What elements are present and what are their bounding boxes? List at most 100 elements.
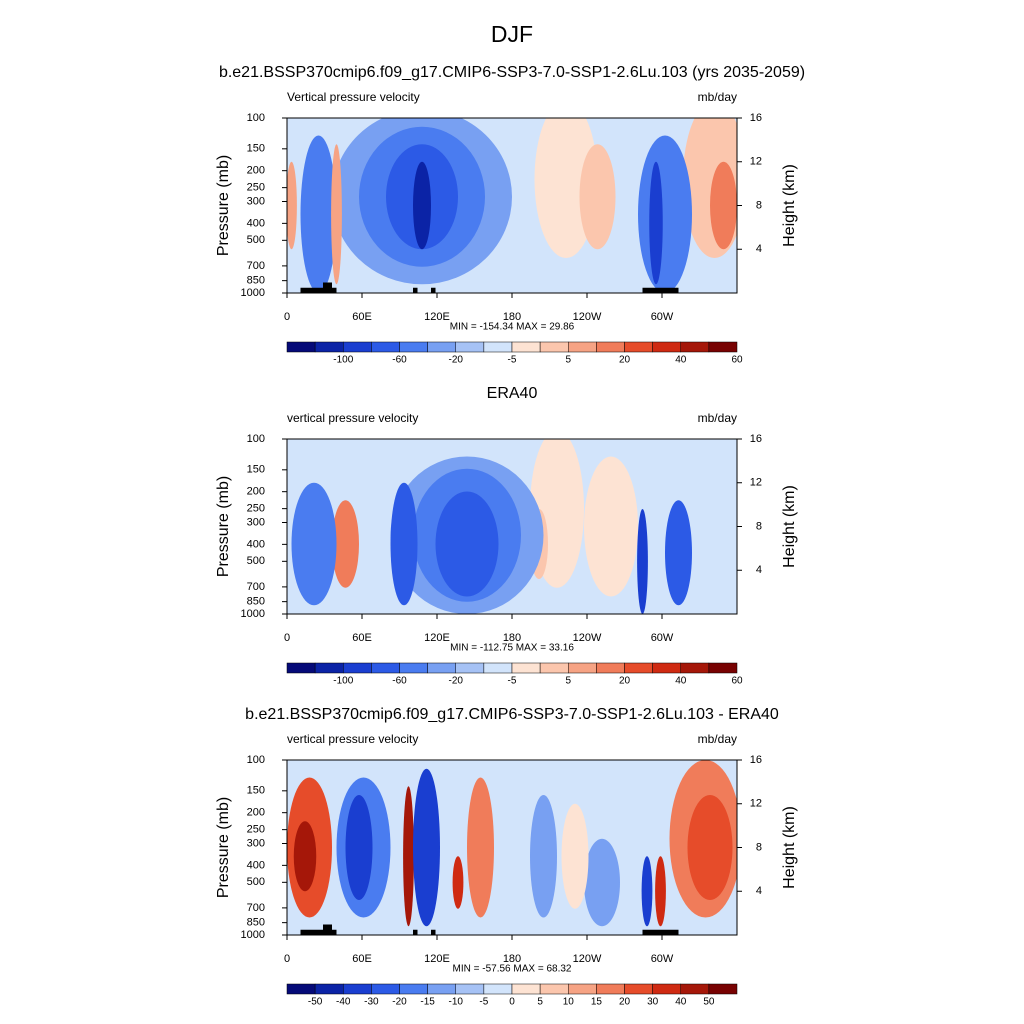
colorbar-box: [652, 983, 681, 995]
y-tick-label: 500: [247, 876, 265, 888]
contour-region: [293, 821, 317, 892]
y-tick-label: 700: [247, 581, 265, 593]
colorbar-box: [708, 662, 738, 674]
y-axis-label: Pressure (mb): [215, 476, 232, 577]
colorbar-box: [455, 341, 485, 353]
colorbar-box: [680, 341, 710, 353]
contour-region: [579, 144, 616, 250]
contour-region: [638, 135, 692, 293]
contour-region: [561, 803, 589, 909]
panel-title: b.e21.BSSP370cmip6.f09_g17.CMIP6-SSP3-7.…: [219, 64, 805, 81]
left-label: vertical pressure velocity: [287, 411, 418, 425]
x-tick-label: 180: [503, 311, 521, 323]
topography: [642, 929, 679, 935]
x-tick-label: 180: [503, 632, 521, 644]
colorbar-label: 5: [537, 997, 543, 1008]
contour-region: [584, 456, 638, 597]
contour-region: [710, 161, 737, 250]
right-label: mb/day: [698, 732, 737, 746]
y-tick-label: 100: [247, 112, 265, 124]
y-tick-label: 100: [247, 754, 265, 766]
y2-tick-label: 4: [756, 564, 762, 576]
colorbar-box: [708, 983, 738, 995]
right-label: mb/day: [698, 411, 737, 425]
colorbar-label: 20: [619, 355, 631, 366]
contour-region: [584, 838, 620, 927]
x-tick-label: 0: [284, 632, 290, 644]
y-tick-label: 700: [247, 902, 265, 914]
colorbar-label: 30: [647, 997, 659, 1008]
x-tick-label: 120E: [424, 311, 450, 323]
x-tick-label: 60E: [352, 953, 372, 965]
y2-axis-label: Height (km): [781, 806, 798, 889]
colorbar-box: [427, 662, 456, 674]
colorbar-box: [652, 341, 681, 353]
x-tick-label: 60W: [651, 632, 674, 644]
colorbar-label: 20: [619, 676, 631, 687]
colorbar-label: 15: [591, 997, 603, 1008]
colorbar-label: 5: [565, 676, 571, 687]
contour-region: [637, 509, 648, 614]
x-tick-label: 180: [503, 953, 521, 965]
y-tick-label: 500: [247, 234, 265, 246]
colorbar-label: -30: [364, 997, 379, 1008]
colorbar-box: [652, 662, 681, 674]
colorbar-box: [680, 662, 710, 674]
colorbar-box: [371, 662, 400, 674]
colorbar-box: [399, 662, 428, 674]
colorbar-label: -20: [392, 997, 407, 1008]
contour-region: [435, 491, 499, 597]
y-tick-label: 400: [247, 538, 265, 550]
colorbar-box: [708, 341, 738, 353]
colorbar-label: -5: [479, 997, 488, 1008]
y2-tick-label: 16: [750, 112, 762, 124]
colorbar-box: [371, 983, 400, 995]
stats: MIN = -112.75 MAX = 33.16: [450, 643, 574, 654]
colorbar-box: [483, 983, 513, 995]
x-tick-label: 0: [284, 953, 290, 965]
y-tick-label: 1000: [241, 287, 265, 299]
left-label: Vertical pressure velocity: [287, 90, 420, 104]
y-tick-label: 400: [247, 859, 265, 871]
colorbar-box: [596, 662, 625, 674]
y2-tick-label: 12: [750, 477, 762, 489]
colorbar-box: [427, 341, 456, 353]
y-tick-label: 850: [247, 275, 265, 287]
y-tick-label: 200: [247, 165, 265, 177]
colorbar-label: 10: [563, 997, 575, 1008]
y-tick-label: 400: [247, 217, 265, 229]
colorbar-box: [511, 662, 541, 674]
contour-region: [403, 786, 414, 927]
topography: [323, 282, 332, 293]
contour-region: [300, 135, 337, 293]
colorbar-box: [680, 983, 710, 995]
y2-axis-label: Height (km): [781, 164, 798, 247]
colorbar-box: [511, 341, 541, 353]
contour-region: [331, 144, 342, 285]
contour-region: [687, 795, 733, 900]
colorbar-box: [596, 341, 625, 353]
topography: [431, 287, 436, 293]
colorbar-label: 0: [509, 997, 515, 1008]
colorbar-box: [539, 341, 569, 353]
colorbar-label: 20: [619, 997, 631, 1008]
contour-region: [655, 856, 666, 927]
colorbar-box: [483, 662, 513, 674]
y-tick-label: 850: [247, 917, 265, 929]
y-tick-label: 250: [247, 503, 265, 515]
colorbar-box: [568, 983, 597, 995]
y-tick-label: 1000: [241, 608, 265, 620]
contour-region: [649, 161, 663, 285]
y-tick-label: 300: [247, 195, 265, 207]
colorbar-label: -5: [508, 676, 517, 687]
y-tick-label: 200: [247, 807, 265, 819]
stats: MIN = -154.34 MAX = 29.86: [450, 322, 575, 333]
colorbar-label: -15: [420, 997, 435, 1008]
contour-region: [390, 482, 418, 606]
colorbar-label: 40: [675, 676, 687, 687]
y-tick-label: 150: [247, 785, 265, 797]
topography: [413, 287, 418, 293]
contour-region: [530, 795, 557, 918]
colorbar-label: -100: [333, 355, 353, 366]
x-tick-label: 120E: [424, 953, 450, 965]
